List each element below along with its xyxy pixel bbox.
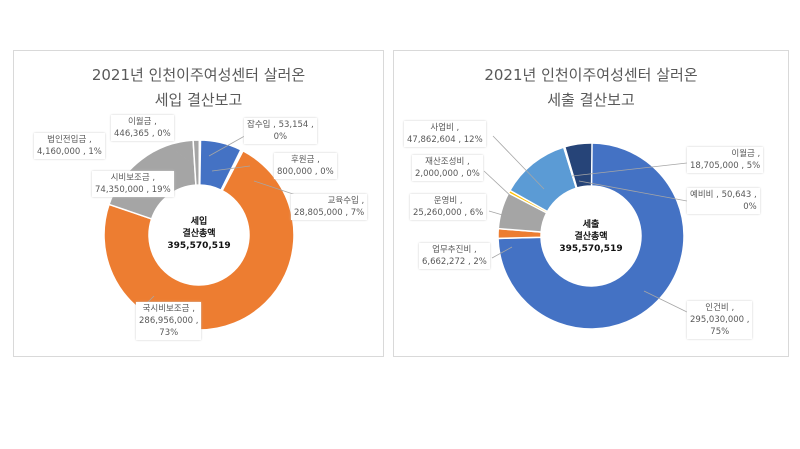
data-label: 사업비 , — [430, 123, 460, 133]
center-total: 395,570,519 — [167, 241, 231, 251]
data-label: 25,260,000 , 6% — [413, 208, 484, 218]
donut-chart — [483, 135, 690, 330]
chart-title: 2021년 인천이주여성센터 살러온 — [484, 66, 698, 84]
data-label: 예비비 , 50,643 , — [690, 190, 757, 200]
data-label: 295,030,000 , — [690, 315, 750, 325]
data-label: 6,662,272 , 2% — [422, 257, 487, 267]
center-total: 395,570,519 — [559, 244, 623, 254]
chart-title: 2021년 인천이주여성센터 살러온 — [91, 66, 306, 84]
slice-이월금 — [198, 139, 202, 186]
data-label: 75% — [710, 327, 730, 337]
data-label: 47,862,604 , 12% — [407, 135, 483, 145]
center-label: 결산총액 — [182, 229, 216, 239]
data-label: 이월금 , — [731, 149, 761, 159]
data-label: 인건비 , — [705, 303, 735, 313]
data-label: 0% — [743, 202, 757, 212]
data-label: 446,365 , 0% — [114, 129, 171, 139]
slice-인건비 — [497, 142, 685, 330]
data-label: 국시비보조금 , — [142, 304, 195, 314]
data-label: 4,160,000 , 1% — [37, 147, 102, 157]
data-label: 법인전입금 , — [47, 135, 92, 145]
data-label: 2,000,000 , 0% — [415, 169, 480, 179]
data-label: 교육수입 , — [327, 196, 365, 206]
center-label: 결산총액 — [574, 232, 608, 242]
data-label: 운영비 , — [433, 196, 463, 206]
data-label: 업무추진비 , — [432, 245, 477, 255]
revenue-chart-panel: 2021년 인천이주여성센터 살러온 세입 결산보고 잡수입 , 53,154 … — [13, 50, 384, 357]
data-label: 800,000 , 0% — [277, 167, 334, 177]
slice-국시비보조금 — [103, 149, 295, 331]
slice-이월금 — [563, 142, 593, 189]
data-label: 시비보조금 , — [110, 173, 156, 183]
data-label: 28,805,000 , 7% — [294, 208, 365, 218]
data-label: 286,956,000 , — [139, 316, 199, 326]
data-label: 74,350,000 , 19% — [95, 185, 171, 195]
data-label: 18,705,000 , 5% — [690, 161, 761, 171]
data-label: 재산조성비 , — [425, 157, 470, 167]
data-label: 후원금 , — [290, 155, 320, 165]
chart-subtitle: 세입 결산보고 — [154, 91, 243, 109]
chart-subtitle: 세출 결산보고 — [547, 91, 635, 109]
data-label: 잡수입 , 53,154 , — [247, 120, 314, 130]
data-label: 이월금 , — [127, 117, 157, 127]
data-label: 73% — [159, 328, 179, 338]
center-label: 세출 — [582, 220, 600, 230]
expense-chart-panel: 2021년 인천이주여성센터 살러온 세출 결산보고 사업비 , 47,862,6… — [393, 50, 789, 357]
data-label: 0% — [273, 132, 288, 142]
center-label: 세입 — [190, 217, 208, 227]
